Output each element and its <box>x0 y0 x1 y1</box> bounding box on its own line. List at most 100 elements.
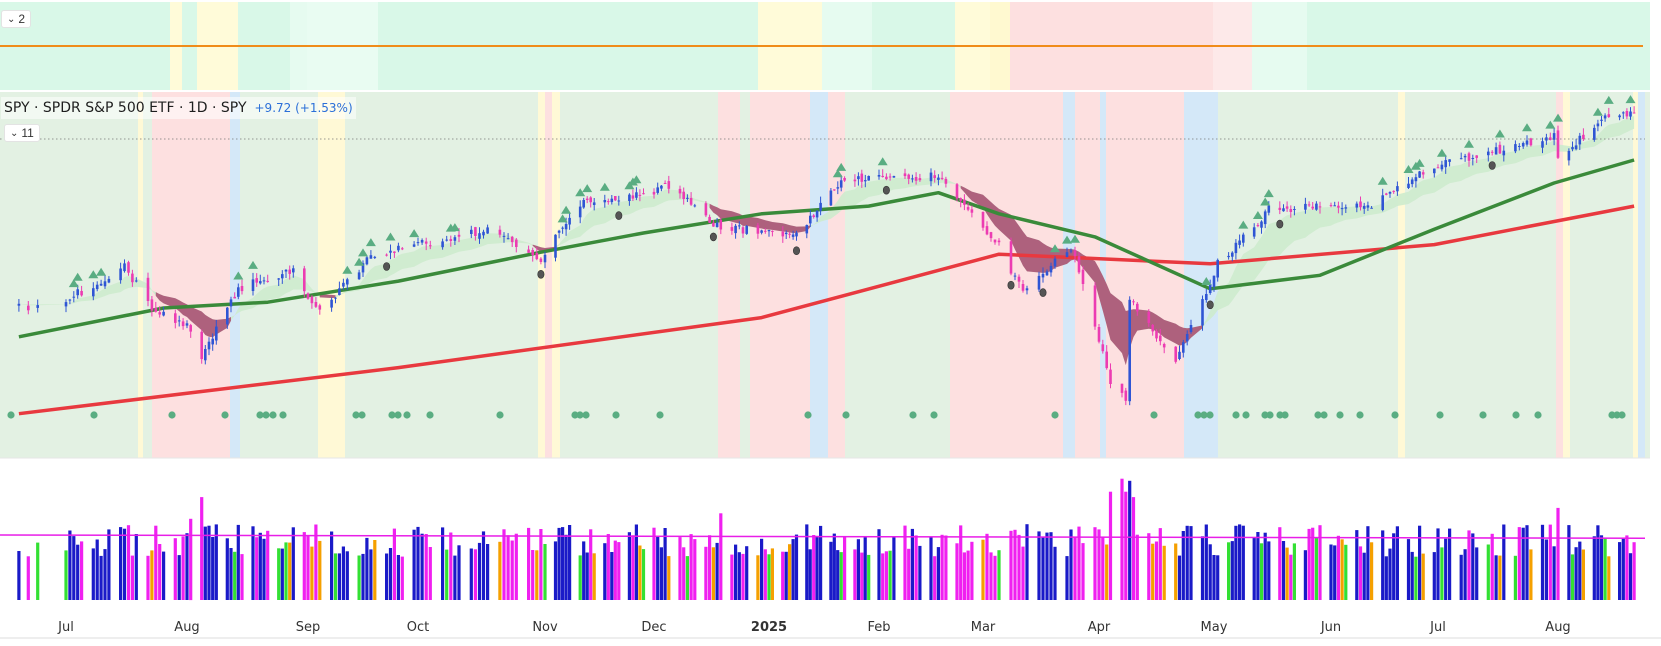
volume-bar <box>892 536 896 600</box>
volume-bar <box>1281 541 1286 600</box>
volume-bar <box>385 553 389 600</box>
candle-body <box>557 230 561 233</box>
candle <box>989 231 993 242</box>
volume-bar <box>280 548 284 600</box>
candle-body <box>1448 159 1451 162</box>
volume-bar <box>711 547 715 600</box>
candle-body <box>482 231 485 236</box>
candle-body <box>1545 137 1548 141</box>
candle-body <box>819 202 822 211</box>
candle-body <box>1132 301 1135 303</box>
candle-body <box>610 198 614 203</box>
volume-bar <box>781 551 785 600</box>
volume-bar <box>1388 548 1392 600</box>
candle <box>36 299 39 313</box>
volume-bar <box>310 546 314 600</box>
volume-bar <box>457 545 461 600</box>
candle-body <box>907 174 910 179</box>
candle-body <box>445 239 448 241</box>
candle <box>146 272 150 307</box>
volume-bar <box>173 538 177 600</box>
candle <box>805 224 809 239</box>
volume-bar <box>553 541 558 600</box>
candle <box>1596 119 1600 132</box>
candle <box>1151 324 1154 336</box>
volume-bar <box>17 551 21 600</box>
volume-bar <box>341 546 345 600</box>
symbol-legend[interactable]: SPY · SPDR S&P 500 ETF · 1D · SPY +9.72 … <box>1 97 356 119</box>
candle-body <box>177 320 181 322</box>
candle-body <box>1256 225 1260 227</box>
candle-body <box>833 189 836 191</box>
top-pane-indicator-toggle[interactable]: ⌄ 2 <box>1 10 32 28</box>
candle <box>429 240 432 250</box>
volume-bar <box>1069 529 1073 600</box>
candle-body <box>1463 155 1467 158</box>
volume-bar <box>1336 535 1340 600</box>
candle <box>642 188 645 195</box>
candle <box>131 269 134 287</box>
candle-body <box>689 198 693 205</box>
candle-body <box>1629 111 1632 117</box>
volume-bar <box>985 533 989 600</box>
candle-body <box>229 299 233 307</box>
candle-body <box>158 312 161 315</box>
candle-body <box>667 181 671 189</box>
volume-bar <box>1384 556 1388 600</box>
volume-bar <box>150 550 154 600</box>
volume-bar <box>288 542 292 600</box>
buy-signal-triangle <box>72 272 83 281</box>
candle <box>80 285 83 297</box>
candle-body <box>262 280 266 282</box>
volume-bar <box>428 547 432 600</box>
candle <box>539 257 543 265</box>
candle-body <box>795 232 798 237</box>
volume-bar <box>1289 554 1293 600</box>
candle-body <box>240 286 244 292</box>
volume-bar <box>959 525 963 600</box>
candle-body <box>1147 312 1151 323</box>
candle <box>582 197 585 209</box>
candle-body <box>1467 153 1471 161</box>
volume-bar <box>914 535 918 600</box>
candle <box>1541 137 1544 154</box>
candle <box>502 232 506 243</box>
volume-bar <box>1366 526 1370 600</box>
candle <box>635 187 638 201</box>
candle-body <box>914 177 918 181</box>
volume-bar <box>469 548 473 600</box>
volume-bar <box>881 553 885 600</box>
candle <box>1414 173 1418 188</box>
candle-body <box>1385 193 1388 195</box>
candle <box>119 262 122 284</box>
candle <box>1333 201 1336 207</box>
main-pane-indicator-toggle[interactable]: ⌄ 11 <box>4 124 40 142</box>
volume-bar <box>1494 555 1498 600</box>
candle-body <box>864 180 867 182</box>
candle-body <box>1494 147 1498 155</box>
candle <box>1242 232 1245 247</box>
candle-body <box>385 254 388 256</box>
buy-signal-triangle <box>599 182 610 191</box>
volume-bar <box>158 544 162 600</box>
volume-bar <box>843 536 847 600</box>
candle <box>1178 345 1181 361</box>
main-regime-band <box>552 92 560 458</box>
candle <box>1182 339 1185 358</box>
candle-body <box>1009 241 1013 274</box>
candle-body <box>885 176 888 180</box>
volume-bar <box>388 548 393 600</box>
candle-body <box>660 185 663 189</box>
candle <box>741 225 745 238</box>
candle-body <box>150 299 154 311</box>
volume-bar <box>107 529 111 600</box>
volume-bar <box>1548 524 1552 600</box>
volume-bar <box>1540 524 1545 600</box>
candle <box>1013 272 1017 281</box>
candle <box>660 185 663 192</box>
candle <box>185 320 189 329</box>
candle-body <box>1333 205 1336 207</box>
candle <box>888 173 892 181</box>
